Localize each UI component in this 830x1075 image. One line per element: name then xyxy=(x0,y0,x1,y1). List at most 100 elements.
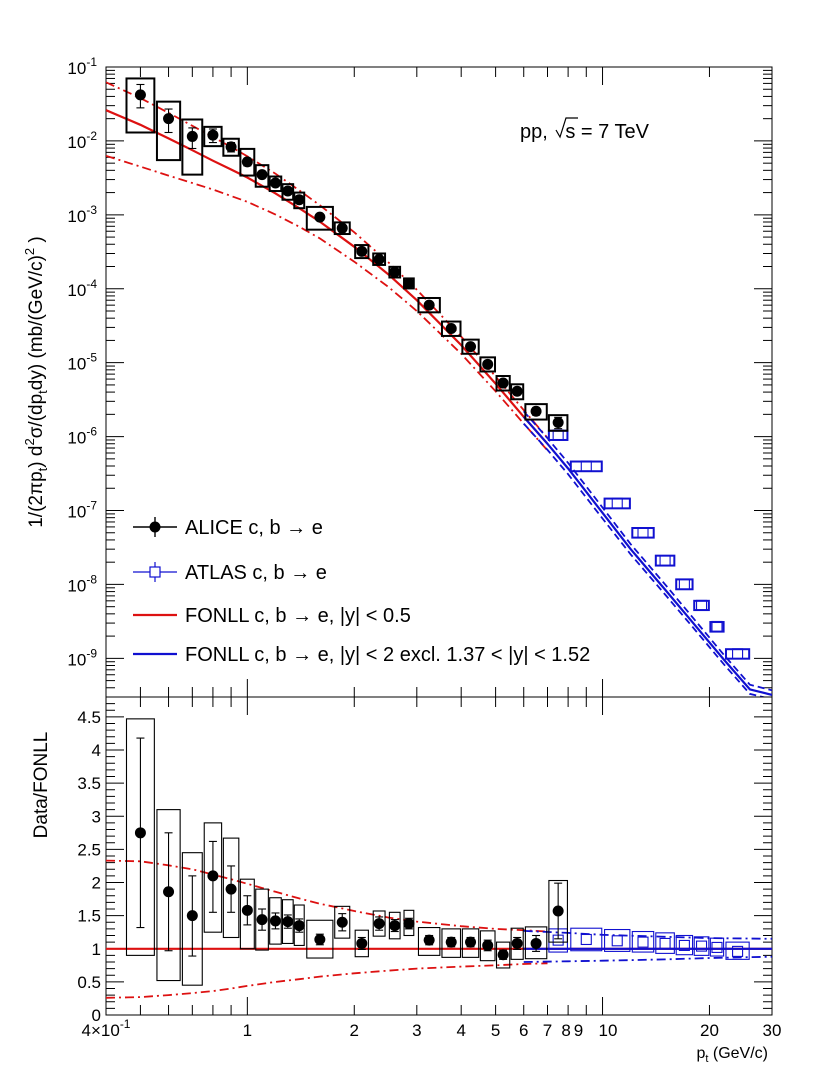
atlas-point xyxy=(678,578,690,590)
alice-point xyxy=(403,277,415,289)
legend-entry-fonll-red: FONLL c, b → e, |y| < 0.5 xyxy=(133,605,411,627)
atlas-point xyxy=(659,555,671,567)
y-tick-label: 2 xyxy=(92,874,101,893)
atlas-point xyxy=(637,936,649,948)
alice-syst-box xyxy=(255,888,269,951)
alice-point xyxy=(134,827,146,839)
alice-point xyxy=(336,222,348,234)
atlas-point xyxy=(732,648,744,660)
alice-point xyxy=(186,910,198,922)
alice-point xyxy=(389,266,401,278)
alice-point xyxy=(373,918,385,930)
x-tick-labels: 4×10-1 1 2 3 4 5 6 7 8 9 10 20 30 xyxy=(82,1017,782,1040)
atlas-syst-box xyxy=(709,937,725,957)
alice-point xyxy=(530,405,542,417)
ratio-marks xyxy=(106,718,772,999)
legend: ALICE c, b → e ATLAS c, b → e FONLL c, b… xyxy=(133,517,590,666)
legend-entry-atlas: ATLAS c, b → e xyxy=(133,562,327,584)
atlas-point xyxy=(711,941,723,953)
energy-annotation: pp, s = 7 TeV xyxy=(520,117,650,143)
svg-text:pp, s = 7 TeV: pp, s = 7 TeV xyxy=(520,121,650,143)
y-tick-label: 3 xyxy=(92,807,101,826)
atlas-syst-box xyxy=(569,460,603,473)
alice-syst-box xyxy=(510,383,525,401)
y-tick-label: 10-8 xyxy=(67,572,97,595)
ratio-panel: 0 0.5 1 1.5 2 2.5 3 3.5 4 4.5 4×10-1 1 2 3 4 5 6 7 8 9 10 20… xyxy=(31,696,782,1065)
alice-syst-box xyxy=(269,897,282,945)
y-tick-label: 10-1 xyxy=(67,55,97,78)
alice-syst-box xyxy=(222,137,240,157)
alice-point xyxy=(423,934,435,946)
alice-syst-box xyxy=(333,221,351,236)
alice-syst-box xyxy=(254,164,270,188)
alice-syst-box xyxy=(495,941,511,969)
alice-point xyxy=(482,939,494,951)
atlas-syst-box xyxy=(604,928,631,952)
spectrum-marks xyxy=(106,77,772,697)
fonll-curve xyxy=(522,416,772,696)
alice-point xyxy=(207,870,219,882)
atlas-point xyxy=(611,935,623,947)
sqrt-sign-icon xyxy=(555,117,578,139)
atlas-syst-box xyxy=(675,934,694,956)
alice-syst-box xyxy=(417,926,441,956)
alice-syst-box xyxy=(354,244,370,260)
alice-syst-box xyxy=(181,852,203,986)
fonll-curve xyxy=(106,154,549,451)
fonll-curve xyxy=(523,422,767,697)
alice-point xyxy=(445,322,457,334)
legend-label-fonll-red: FONLL c, b → e, |y| < 0.5 xyxy=(185,605,411,627)
y-tick-label: 4 xyxy=(92,741,101,760)
alice-point xyxy=(552,905,564,917)
x-tick-label: 10 xyxy=(599,1021,618,1040)
ratio-frame xyxy=(105,696,773,1016)
x-tick-label: 30 xyxy=(763,1021,782,1040)
x-tick-label: 4 xyxy=(456,1021,465,1040)
alice-point xyxy=(225,883,237,895)
fonll-curve xyxy=(523,410,772,692)
y-tick-label: 2.5 xyxy=(77,840,101,859)
x-tick-label: 9 xyxy=(574,1021,583,1040)
alice-syst-box xyxy=(306,919,334,959)
atlas-syst-box xyxy=(675,578,694,591)
atlas-syst-box xyxy=(655,932,675,954)
y-tick-label: 1.5 xyxy=(77,907,101,926)
atlas-syst-box xyxy=(725,941,750,960)
alice-syst-box xyxy=(239,878,255,950)
x-tick-label: 2 xyxy=(350,1021,359,1040)
alice-syst-box xyxy=(479,930,496,962)
atlas-syst-box xyxy=(693,936,710,956)
alice-syst-box xyxy=(440,320,462,337)
fonll-curve xyxy=(106,81,549,439)
y-tick-label: 0.5 xyxy=(77,973,101,992)
ratio-y-axis-label: Data/FONLL xyxy=(31,732,52,839)
alice-point xyxy=(389,920,401,932)
alice-point xyxy=(293,920,305,932)
atlas-point xyxy=(732,945,744,957)
alice-point xyxy=(465,936,477,948)
x-tick-label: 5 xyxy=(491,1021,500,1040)
atlas-point xyxy=(580,460,592,472)
y-tick-label: 10-2 xyxy=(67,129,97,152)
alice-syst-box xyxy=(354,929,369,958)
legend-entry-fonll-blue: FONLL c, b → e, |y| < 2 excl. 1.37 < |y|… xyxy=(133,644,590,666)
legend-entry-alice: ALICE c, b → e xyxy=(133,517,323,539)
alice-point xyxy=(336,916,348,928)
y-tick-label: 0 xyxy=(92,1006,101,1025)
y-tick-label: 1 xyxy=(92,940,101,959)
alice-point xyxy=(256,169,268,181)
alice-marker-icon xyxy=(149,521,161,533)
alice-syst-box xyxy=(461,928,480,958)
spectrum-ticks xyxy=(105,66,773,698)
atlas-point xyxy=(678,939,690,951)
alice-point xyxy=(269,177,281,189)
atlas-point xyxy=(611,497,623,509)
alice-point xyxy=(465,341,477,353)
atlas-marker-icon xyxy=(149,566,161,578)
alice-syst-box xyxy=(479,356,497,373)
alice-point xyxy=(207,129,219,141)
alice-point xyxy=(269,915,281,927)
alice-point xyxy=(445,936,457,948)
alice-point xyxy=(423,299,435,311)
atlas-point xyxy=(637,527,649,539)
